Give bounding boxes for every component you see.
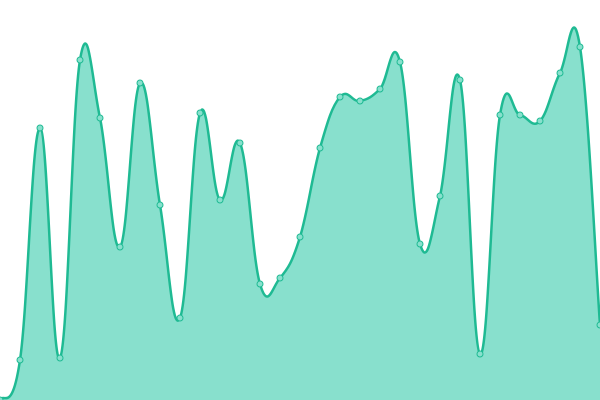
data-point — [476, 350, 484, 358]
data-point — [276, 274, 284, 282]
data-point — [556, 69, 564, 77]
data-point — [156, 201, 164, 209]
data-point — [596, 321, 600, 329]
data-point — [96, 114, 104, 122]
data-point — [136, 79, 144, 87]
data-point — [36, 124, 44, 132]
data-point — [16, 356, 24, 364]
data-point — [296, 233, 304, 241]
data-point — [436, 192, 444, 200]
data-point — [456, 76, 464, 84]
data-point — [196, 109, 204, 117]
data-point — [176, 314, 184, 322]
data-point — [356, 97, 364, 105]
data-point — [576, 43, 584, 51]
data-point — [536, 117, 544, 125]
data-point — [236, 139, 244, 147]
data-point — [516, 111, 524, 119]
data-point — [116, 243, 124, 251]
data-point — [376, 85, 384, 93]
data-point — [76, 56, 84, 64]
data-point — [216, 196, 224, 204]
data-point — [496, 111, 504, 119]
data-point — [0, 396, 4, 400]
data-point — [256, 280, 264, 288]
data-point — [316, 144, 324, 152]
area-fill — [0, 27, 600, 400]
data-point — [416, 240, 424, 248]
data-point — [56, 354, 64, 362]
data-point — [336, 93, 344, 101]
data-point — [396, 58, 404, 66]
